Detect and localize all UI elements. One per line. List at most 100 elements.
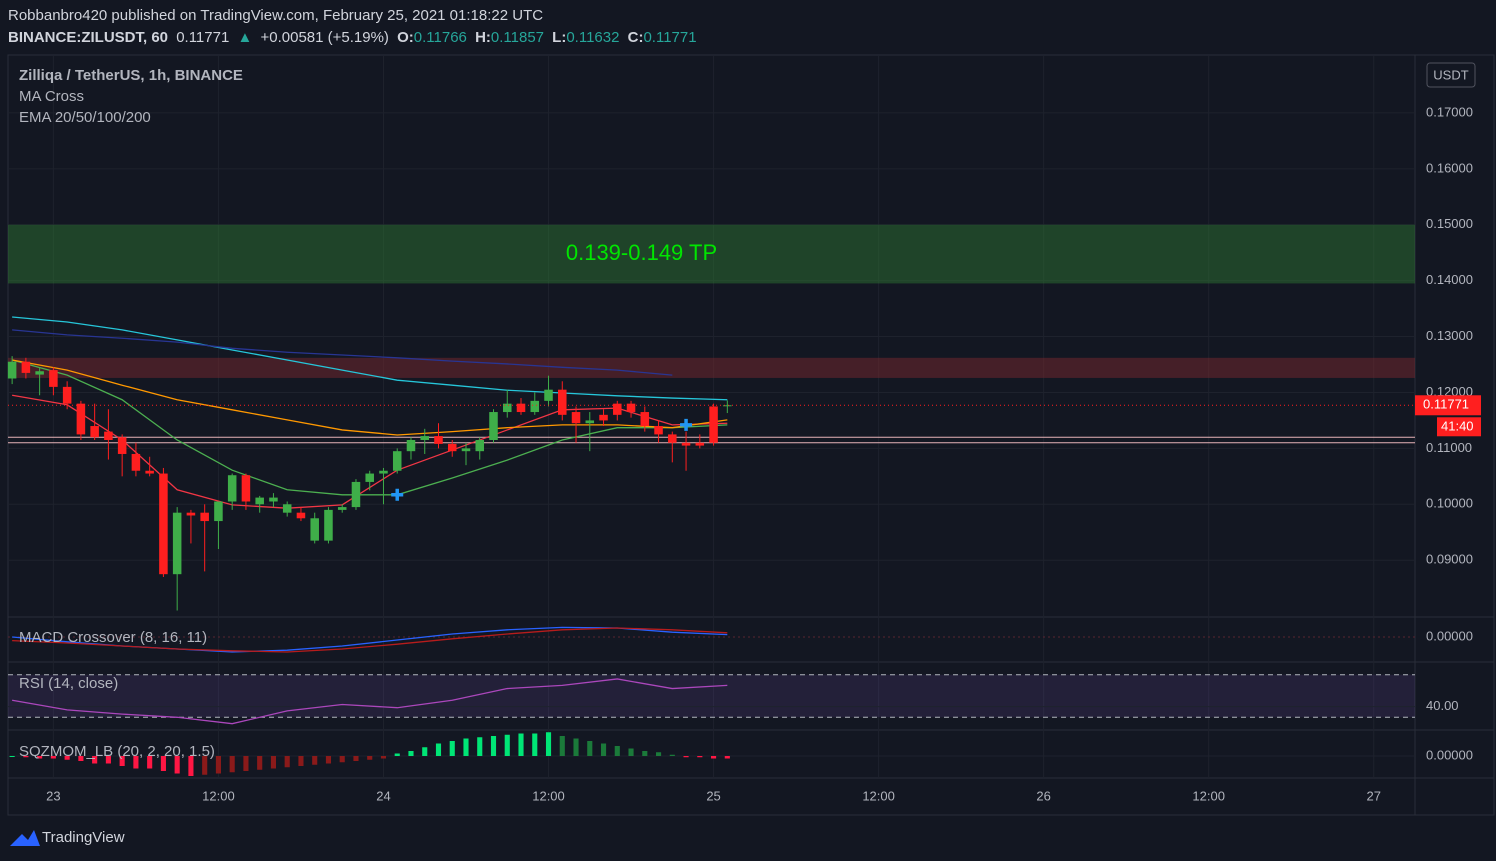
- momentum-bar: [711, 756, 717, 759]
- candle-body: [324, 509, 333, 541]
- candle-body: [502, 403, 512, 413]
- signal-cross: [391, 488, 404, 501]
- momentum-bar: [367, 756, 373, 760]
- signal-cross: [680, 418, 693, 431]
- logo: TradingView: [10, 829, 125, 846]
- y-tick-label: 40.00: [1426, 698, 1459, 713]
- candle-body: [585, 420, 595, 424]
- momentum-bar: [463, 738, 469, 756]
- x-tick-label: 12:00: [1192, 788, 1225, 803]
- momentum-bar: [518, 733, 524, 756]
- ohlc-label: L:: [552, 29, 566, 46]
- ohlc-label: H:: [475, 29, 491, 46]
- momentum-bar: [105, 756, 111, 764]
- candle-body: [406, 439, 416, 452]
- candle-body: [695, 442, 705, 446]
- momentum-bar: [573, 738, 579, 756]
- candle-body: [337, 507, 347, 510]
- ohlc-label: O:: [397, 29, 414, 46]
- momentum-bar: [174, 756, 180, 774]
- legend-entry: EMA 20/50/100/200: [19, 109, 151, 126]
- candle-body: [310, 518, 319, 541]
- momentum-bar: [229, 756, 235, 773]
- candle-body: [159, 473, 168, 575]
- countdown-tag: [1437, 417, 1481, 437]
- momentum-bar: [600, 743, 607, 756]
- candle-body: [558, 389, 567, 415]
- candle-body: [7, 361, 17, 379]
- candle-body: [296, 512, 306, 519]
- candle-body: [668, 434, 677, 443]
- candle-body: [76, 403, 86, 435]
- candle-body: [613, 403, 622, 415]
- y-tick-label: 0.12000: [1426, 384, 1473, 399]
- frame: [7, 54, 1495, 816]
- ema-line: [12, 329, 673, 376]
- y-tick-label: 0.13000: [1426, 328, 1473, 343]
- momentum-bar: [504, 734, 510, 756]
- x-tick-label: 26: [1036, 788, 1050, 803]
- candle-body: [571, 412, 581, 424]
- momentum-bar: [133, 756, 139, 769]
- candle-body: [104, 431, 113, 440]
- price-tag-label: 0.11771: [1423, 397, 1469, 412]
- x-tick-label: 27: [1367, 788, 1381, 803]
- quote-line: BINANCE:ZILUSDT, 60 0.11771 ▲ +0.00581 (…: [8, 29, 697, 46]
- candle-body: [214, 501, 223, 522]
- candle-body: [516, 403, 526, 413]
- momentum-bar: [78, 756, 84, 761]
- y-tick-label: 0.16000: [1426, 160, 1473, 175]
- momentum-bar: [64, 756, 70, 760]
- logo-text: TradingView: [42, 829, 125, 846]
- change: +0.00581 (+5.19%): [261, 29, 389, 46]
- publisher: Robbanbro420 published on TradingView.co…: [8, 7, 543, 24]
- symbol: BINANCE:ZILUSDT, 60: [8, 29, 168, 46]
- candle-body: [392, 451, 402, 471]
- y-tick-label: 0.14000: [1426, 272, 1473, 287]
- momentum-bar: [545, 732, 552, 756]
- ohlc-value: 0.11632: [566, 29, 619, 46]
- x-tick-label: 24: [376, 788, 390, 803]
- x-tick-label: 25: [706, 788, 720, 803]
- candle-body: [351, 481, 361, 508]
- candle-body: [186, 512, 196, 516]
- candle-body: [145, 470, 154, 474]
- momentum-bar: [449, 741, 455, 756]
- candle-body: [709, 406, 718, 443]
- candle-body: [544, 389, 553, 401]
- momentum-bar: [298, 756, 304, 766]
- momentum-bar: [683, 756, 689, 758]
- y-tick-label: 0.15000: [1426, 216, 1473, 231]
- candle-body: [599, 414, 608, 421]
- ohlc-value: 0.11771: [643, 29, 696, 46]
- zone: [8, 224, 1415, 284]
- legend-entry: MA Cross: [19, 88, 84, 105]
- x-tick-label: 12:00: [862, 788, 895, 803]
- candle-body: [530, 400, 540, 413]
- momentum-bar: [147, 756, 153, 769]
- candle-body: [35, 371, 44, 375]
- candle-body: [434, 436, 443, 444]
- candle-body: [49, 370, 58, 387]
- momentum-bar: [9, 756, 15, 757]
- candle-body: [681, 442, 691, 446]
- candle-body: [379, 470, 388, 474]
- candle-body: [131, 453, 141, 471]
- logo-icon: [10, 830, 40, 846]
- momentum-bar: [92, 756, 98, 764]
- momentum-bar: [119, 756, 125, 766]
- currency: USDT: [1433, 67, 1468, 82]
- momentum-bar: [408, 751, 414, 756]
- y-tick-label: 0.00000: [1426, 747, 1473, 762]
- y-tick-label: 0.10000: [1426, 496, 1473, 511]
- momentum-bar: [215, 756, 221, 774]
- last: 0.11771: [176, 29, 229, 46]
- ohlc-value: 0.11766: [414, 29, 467, 46]
- momentum-bar: [188, 756, 194, 776]
- y-tick-label: 0.11000: [1426, 440, 1472, 455]
- rsi-band: [8, 674, 1415, 718]
- zone: [8, 357, 1415, 378]
- candle-body: [489, 412, 498, 440]
